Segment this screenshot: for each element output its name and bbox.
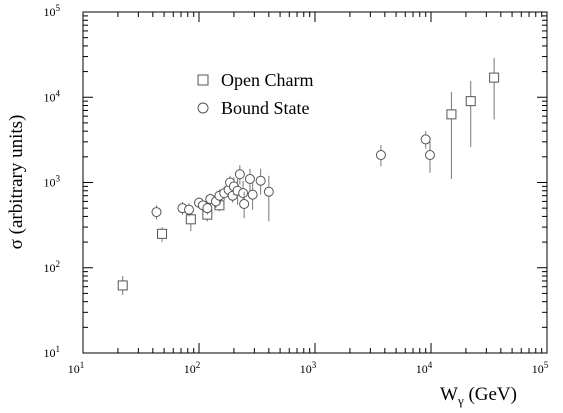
bound-state-point [420, 131, 431, 149]
x-tick-label: 104 [416, 360, 433, 376]
open-charm-marker [446, 109, 457, 120]
bound-state-marker [184, 204, 195, 215]
open-charm-point [489, 57, 500, 120]
bound-state-point [151, 205, 162, 220]
bound-state-marker [234, 169, 245, 180]
bound-state-point [263, 175, 274, 222]
x-tick-label: 105 [532, 360, 549, 376]
bound-state-marker [420, 134, 431, 145]
bound-state-marker [239, 198, 250, 209]
bound-state-point [244, 168, 255, 191]
x-axis-tick-labels: 101 102 103 104 105 [68, 360, 549, 376]
y-tick-label: 104 [44, 88, 61, 104]
data-points [117, 57, 500, 295]
open-charm-marker [185, 214, 196, 225]
x-tick-label: 102 [184, 360, 201, 376]
legend-open-charm-label: Open Charm [221, 70, 313, 90]
bound-state-point [234, 165, 245, 185]
y-tick-label: 101 [44, 344, 61, 360]
open-charm-marker [465, 96, 476, 107]
bound-state-point [238, 180, 249, 209]
y-axis-title: σ (arbitrary units) [6, 115, 27, 250]
bound-state-marker [375, 150, 386, 161]
y-tick-label: 103 [44, 174, 61, 190]
y-tick-label: 105 [44, 3, 61, 19]
bound-state-marker [263, 186, 274, 197]
open-charm-point [465, 81, 476, 148]
y-axis-tick-labels: 101 102 103 104 105 [44, 3, 61, 360]
x-tick-label: 101 [68, 360, 85, 376]
legend: Open Charm Bound State [197, 70, 313, 118]
bound-state-marker [202, 203, 213, 214]
legend-bound-state-marker [197, 102, 209, 114]
y-axis-ticks [83, 15, 547, 354]
bound-state-marker [244, 173, 255, 184]
bound-state-point [247, 182, 258, 210]
bound-state-marker [247, 189, 258, 200]
bound-state-point [202, 202, 213, 215]
bound-state-marker [255, 175, 266, 186]
x-axis-title: Wγ (GeV) [440, 384, 517, 408]
bound-state-point [184, 203, 195, 217]
open-charm-marker [489, 72, 500, 83]
open-charm-point [157, 227, 168, 243]
bound-state-point [255, 168, 266, 195]
bound-state-point [375, 145, 386, 167]
plot-frame [82, 11, 548, 354]
open-charm-point [117, 276, 128, 295]
legend-open-charm-marker [197, 74, 209, 86]
bound-state-point [239, 191, 250, 219]
y-tick-label: 102 [44, 259, 61, 275]
bound-state-marker [151, 207, 162, 218]
bound-state-marker [424, 150, 435, 161]
open-charm-marker [157, 228, 168, 239]
bound-state-point [424, 141, 435, 173]
bound-state-marker [238, 188, 249, 199]
open-charm-marker [117, 280, 128, 291]
legend-bound-state-label: Bound State [221, 98, 310, 118]
x-tick-label: 103 [300, 360, 317, 376]
open-charm-point [446, 92, 457, 179]
x-axis-ticks [82, 12, 543, 353]
